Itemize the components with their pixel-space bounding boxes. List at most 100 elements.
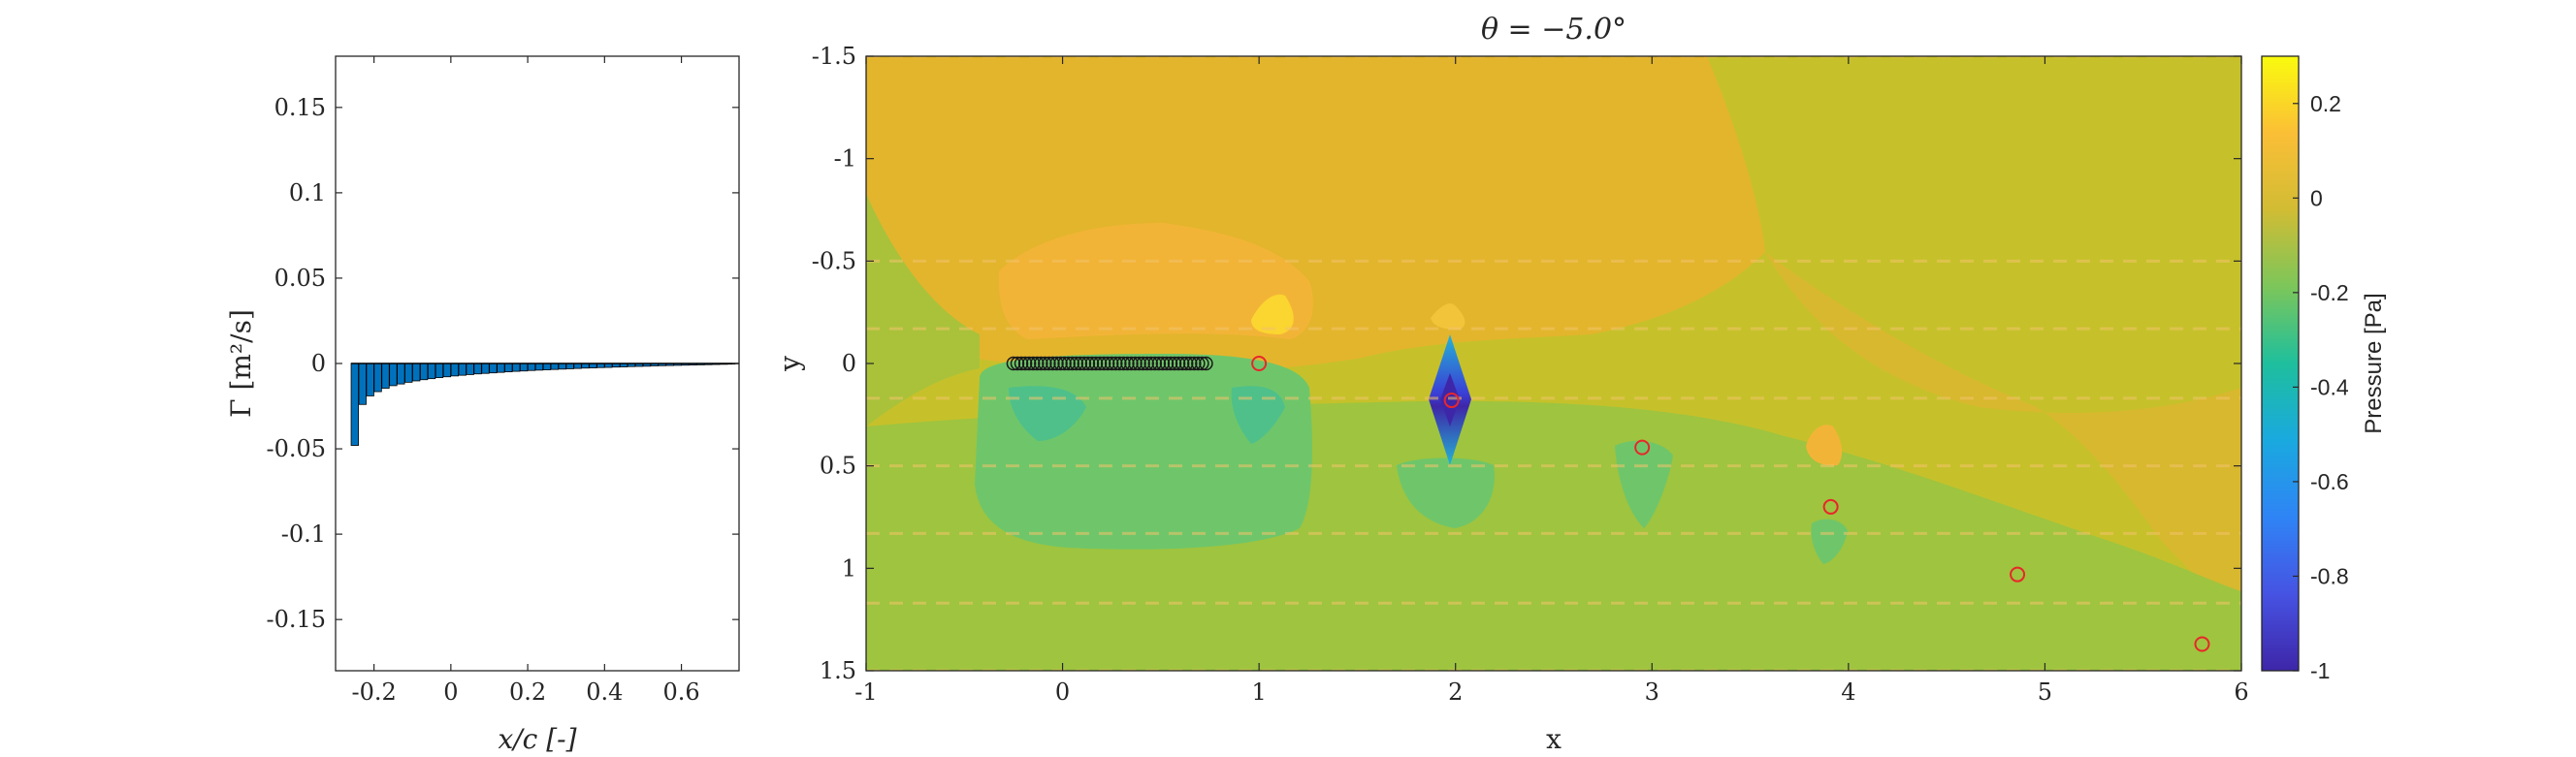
- body-point-marker: [1061, 356, 1076, 371]
- y-tick-label: 0.05: [274, 265, 326, 292]
- right-y-ticks: -1.5 -1 -0.5 0 0.5 1 1.5: [812, 43, 2241, 684]
- body-point-marker: [1155, 356, 1171, 371]
- bar: [573, 363, 582, 369]
- body-point-marker: [1077, 356, 1092, 371]
- body-point-marker: [1069, 356, 1084, 371]
- y-tick-label: -0.05: [266, 435, 326, 462]
- body-point-marker: [1100, 356, 1115, 371]
- y-tick-label: 0.5: [820, 453, 856, 480]
- body-point-marker: [1088, 356, 1104, 371]
- right-y-axis-label: y: [774, 356, 806, 372]
- body-point-marker: [1010, 356, 1025, 371]
- colorbar-gradient: [2261, 55, 2300, 672]
- bar: [481, 363, 490, 374]
- colorbar-label: Pressure [Pa]: [2361, 293, 2387, 433]
- body-point-marker: [1182, 356, 1198, 371]
- y-tick-label: 0.1: [289, 179, 326, 206]
- right-title: θ = −5.0°: [1481, 13, 1626, 47]
- bar: [527, 363, 536, 371]
- bar: [558, 363, 566, 370]
- body-point-marker: [1021, 356, 1037, 371]
- bar: [381, 363, 390, 389]
- body-point-marker: [1017, 356, 1033, 371]
- contour-region-vortex2-wake: [1397, 457, 1495, 528]
- colorbar: 0.2 0 -0.2 -0.4 -0.6 -0.8 -1 Pressure [Pa]: [2261, 55, 2387, 683]
- x-tick-label: 0.4: [586, 678, 623, 706]
- body-point-marker: [1038, 356, 1052, 371]
- body-point-marker: [1175, 356, 1190, 371]
- contour-field: [866, 56, 2241, 671]
- colorbar-tick-label: -0.8: [2310, 563, 2349, 588]
- body-point-marker: [1092, 356, 1108, 371]
- body-point-marker: [1178, 356, 1194, 371]
- body-point-marker: [1140, 356, 1154, 371]
- x-tick-label: 3: [1645, 678, 1659, 706]
- vortex-marker: [2194, 636, 2210, 652]
- vortex-marker: [2010, 566, 2026, 583]
- body-point-marker: [1104, 356, 1119, 371]
- body-point-marker: [1136, 356, 1150, 371]
- vortex-marker: [1251, 356, 1268, 371]
- streaklines: [866, 56, 2241, 671]
- contour-region-vortex4-wake: [1811, 519, 1848, 564]
- y-tick-label: 1.5: [820, 657, 856, 684]
- x-tick-label: 6: [2234, 678, 2248, 706]
- body-point-marker: [1006, 356, 1021, 371]
- bar: [435, 363, 444, 379]
- pressure-contour-plot: -1 0 1 2 3 4 5 6 -1.5 -1 -0.5 0 0.5 1 1.5 θ = −5.0° x…: [774, 13, 2249, 755]
- body-point-marker: [1199, 356, 1213, 371]
- y-tick-label: -1: [834, 145, 856, 173]
- body-point-marker: [1128, 356, 1143, 371]
- vortex-markers: [1251, 356, 2210, 652]
- body-point-marker: [1042, 356, 1056, 371]
- bar: [550, 363, 559, 370]
- bar: [458, 363, 467, 376]
- left-y-ticks: 0.15 0.1 0.05 0 -0.05 -0.1 -0.15: [266, 94, 739, 633]
- body-point-marker: [1073, 356, 1088, 371]
- bar: [466, 363, 474, 375]
- colorbar-tick-label: -0.4: [2310, 374, 2349, 399]
- bar: [473, 363, 482, 375]
- body-point-marker: [1167, 356, 1182, 371]
- bar: [358, 363, 367, 405]
- body-point-marker: [1096, 356, 1111, 371]
- bar: [366, 363, 374, 396]
- body-markers: [1006, 356, 1213, 371]
- bar: [442, 363, 452, 378]
- y-tick-label: -0.15: [266, 606, 326, 633]
- body-point-marker: [1143, 356, 1158, 371]
- bar: [542, 363, 552, 370]
- left-x-ticks: -0.2 0 0.2 0.4 0.6: [351, 56, 700, 706]
- colorbar-tick-label: -0.2: [2310, 280, 2349, 305]
- x-tick-label: 0: [1055, 678, 1070, 706]
- bar: [534, 363, 544, 371]
- body-point-marker: [1057, 356, 1072, 371]
- colorbar-tick-label: -1: [2310, 658, 2330, 683]
- left-y-axis-label: Γ [m²/s]: [225, 309, 257, 418]
- x-tick-label: 4: [1841, 678, 1855, 706]
- contour-region-wake-dark-b: [1231, 386, 1285, 444]
- contour-region-high-c: [1431, 303, 1465, 330]
- x-tick-label: 0.2: [509, 678, 546, 706]
- body-point-marker: [1029, 356, 1045, 371]
- x-tick-label: 5: [2038, 678, 2052, 706]
- bar: [350, 363, 359, 446]
- vortex-marker: [1443, 393, 1460, 409]
- body-point-marker: [1049, 356, 1064, 371]
- contour-region-suction-inner: [1440, 373, 1460, 426]
- colorbar-ticks: 0.2 0 -0.2 -0.4 -0.6 -0.8 -1: [2293, 91, 2349, 683]
- contour-region-vortex3-wake: [1615, 440, 1673, 528]
- body-point-marker: [1187, 356, 1202, 371]
- bar: [497, 363, 505, 373]
- body-point-marker: [1191, 356, 1206, 371]
- circulation-bar-chart: -0.2 0 0.2 0.4 0.6 0.15 0.1 0.05 0 -0.05 -0.1 -0.1…: [225, 55, 740, 755]
- right-x-axis-label: x: [1546, 723, 1562, 755]
- body-point-marker: [1025, 356, 1041, 371]
- x-tick-label: -1: [854, 678, 877, 706]
- y-tick-label: 0: [842, 350, 856, 377]
- y-tick-label: -0.5: [812, 247, 856, 274]
- bar: [397, 363, 405, 385]
- y-tick-label: -0.1: [281, 520, 326, 548]
- body-point-marker: [1195, 356, 1209, 371]
